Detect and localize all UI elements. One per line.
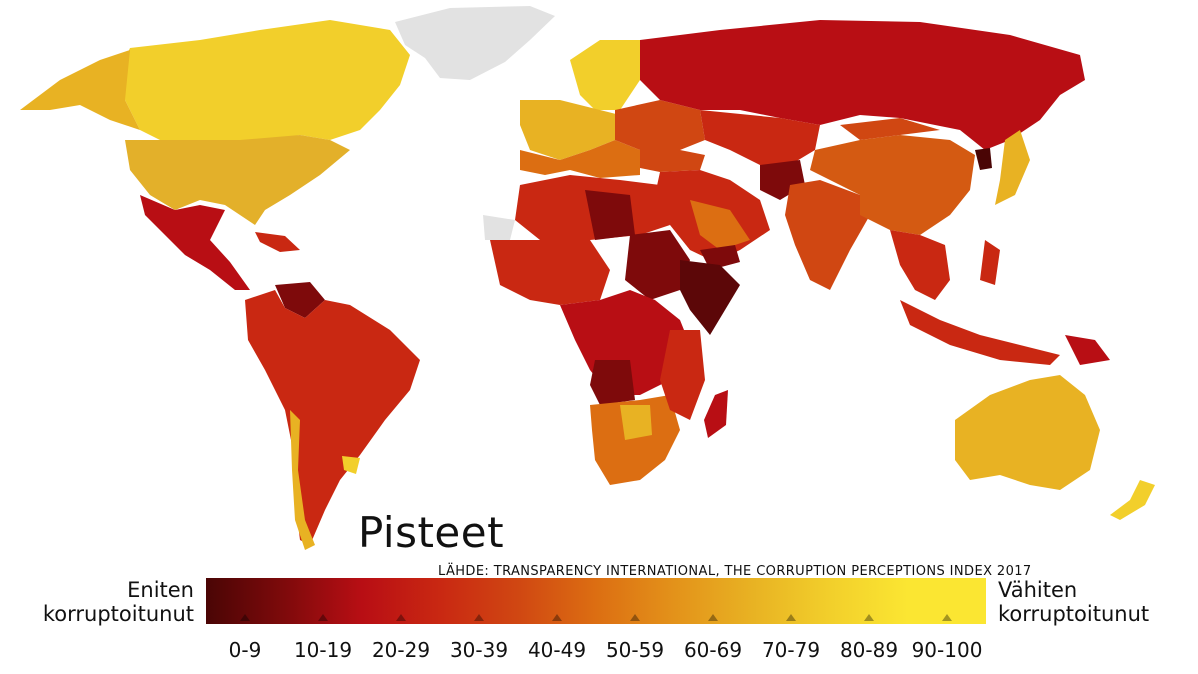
east-africa-region xyxy=(660,330,705,420)
legend-right-line1: Vähiten xyxy=(998,578,1078,602)
indonesia-region xyxy=(900,300,1060,365)
scale-label: 50-59 xyxy=(605,638,665,662)
legend-title: Pisteet xyxy=(358,508,505,557)
greenland-region xyxy=(395,6,555,80)
color-scale-ticks xyxy=(206,614,986,634)
legend-right-line2: korruptoitunut xyxy=(998,602,1150,626)
scale-label: 0-9 xyxy=(228,638,262,662)
png-region xyxy=(1065,335,1110,365)
usa-region xyxy=(125,135,350,225)
caribbean-region xyxy=(255,232,300,252)
scale-tick xyxy=(552,614,562,621)
scandinavia-region xyxy=(570,40,640,110)
alaska-region xyxy=(20,50,140,130)
uruguay-region xyxy=(342,456,360,474)
central-africa-region xyxy=(560,290,690,395)
color-scale-bar xyxy=(206,578,986,624)
scale-tick xyxy=(240,614,250,621)
southeast-asia-region xyxy=(890,230,950,300)
world-map xyxy=(20,6,1155,550)
mongolia-region xyxy=(840,118,940,140)
australia-region xyxy=(955,375,1100,490)
scale-label: 30-39 xyxy=(449,638,509,662)
madagascar-region xyxy=(704,390,728,438)
turkey-region xyxy=(640,150,705,172)
legend-left-label: Eniten korruptoitunut xyxy=(43,578,194,626)
central-asia-region xyxy=(700,110,820,165)
north-korea-region xyxy=(975,148,992,170)
sudan-region xyxy=(625,230,690,300)
mexico-region xyxy=(140,195,250,290)
eastern-europe-region xyxy=(615,100,705,150)
botswana-region xyxy=(620,405,652,440)
libya-region xyxy=(585,190,635,240)
canada-region xyxy=(120,20,410,140)
china-region xyxy=(810,135,975,235)
scale-tick xyxy=(630,614,640,621)
scale-label: 90-100 xyxy=(911,638,983,662)
western-africa-region xyxy=(490,240,610,305)
angola-region xyxy=(590,360,635,405)
scale-label: 20-29 xyxy=(371,638,431,662)
scale-tick xyxy=(942,614,952,621)
legend-right-label: Vähiten korruptoitunut xyxy=(998,578,1149,626)
scale-label: 80-89 xyxy=(839,638,899,662)
scale-tick xyxy=(708,614,718,621)
horn-africa-region xyxy=(680,260,740,335)
scale-tick xyxy=(318,614,328,621)
color-scale-labels: 0-9 10-19 20-29 30-39 40-49 50-59 60-69 70-79 80… xyxy=(206,638,986,664)
scale-label: 60-69 xyxy=(683,638,743,662)
legend-left-line1: Eniten xyxy=(127,578,194,602)
southern-africa-region xyxy=(590,395,680,485)
western-sahara-region xyxy=(483,215,515,240)
legend-left-line2: korruptoitunut xyxy=(42,602,194,626)
scale-label: 70-79 xyxy=(761,638,821,662)
gulf-region xyxy=(690,200,750,250)
russia-region xyxy=(640,20,1085,150)
new-zealand-region xyxy=(1110,480,1155,520)
scale-tick xyxy=(864,614,874,621)
scale-tick xyxy=(786,614,796,621)
philippines-region xyxy=(980,240,1000,285)
venezuela-region xyxy=(275,282,325,318)
western-europe-region xyxy=(520,100,620,160)
scale-label: 10-19 xyxy=(293,638,353,662)
chile-region xyxy=(290,410,315,550)
scale-label: 40-49 xyxy=(527,638,587,662)
japan-region xyxy=(995,130,1030,205)
scale-tick xyxy=(396,614,406,621)
scale-tick xyxy=(474,614,484,621)
india-region xyxy=(785,180,870,290)
southern-europe-region xyxy=(520,140,640,178)
south-america-region xyxy=(245,290,420,545)
source-note: LÄHDE: TRANSPARENCY INTERNATIONAL, THE C… xyxy=(438,564,1032,579)
